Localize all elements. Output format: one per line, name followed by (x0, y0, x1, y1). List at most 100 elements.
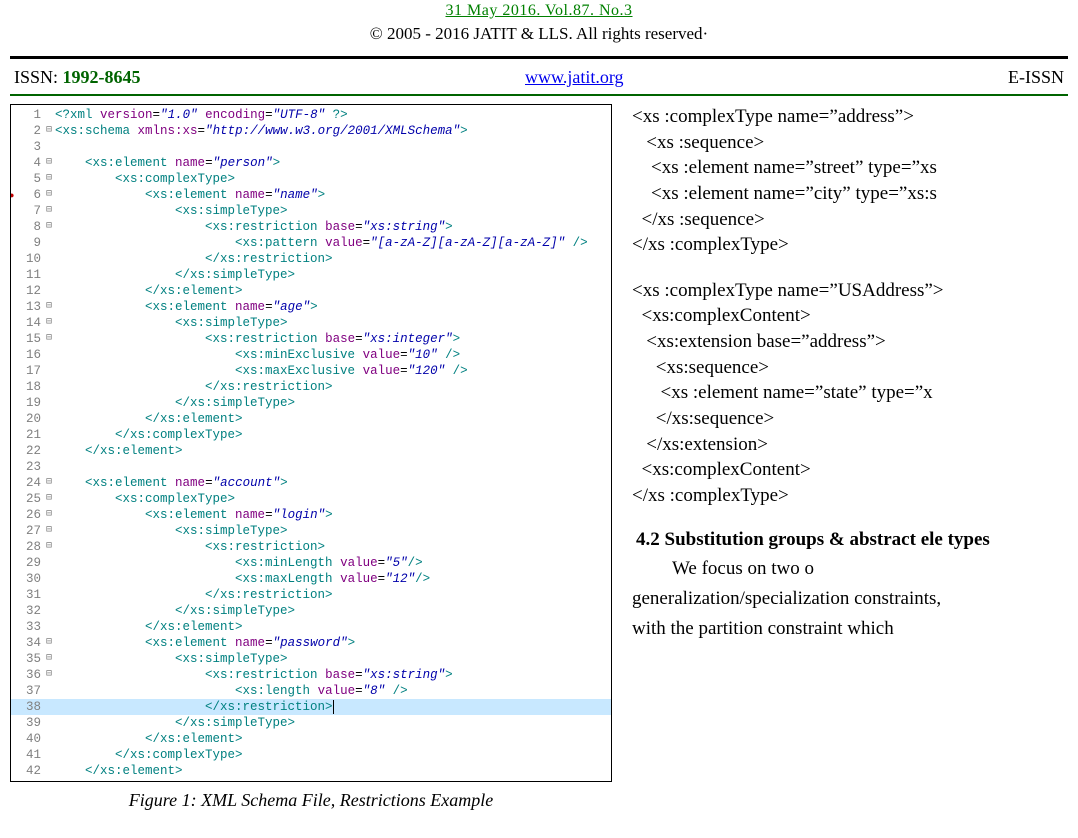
code-text: <xs:simpleType> (55, 523, 611, 539)
breakpoint-gutter[interactable] (11, 347, 19, 363)
code-text: </xs:element> (55, 731, 611, 747)
fold-toggle-icon[interactable]: ⊟ (43, 123, 55, 139)
breakpoint-gutter[interactable] (11, 155, 19, 171)
fold-toggle-icon[interactable]: ⊟ (43, 635, 55, 651)
breakpoint-gutter[interactable] (11, 203, 19, 219)
code-line: 39 </xs:simpleType> (11, 715, 611, 731)
jatit-link[interactable]: www.jatit.org (525, 67, 624, 88)
breakpoint-gutter[interactable] (11, 171, 19, 187)
code-line: 35⊟ <xs:simpleType> (11, 651, 611, 667)
fold-toggle-icon[interactable]: ⊟ (43, 299, 55, 315)
breakpoint-gutter[interactable] (11, 699, 19, 715)
fold-toggle-icon[interactable]: ⊟ (43, 507, 55, 523)
code-text: <xs:restriction> (55, 539, 611, 555)
xml-text-line: <xs:sequence> (632, 355, 1068, 381)
code-text: <xs:schema xmlns:xs="http://www.w3.org/2… (55, 123, 611, 139)
code-text: <xs:maxLength value="12"/> (55, 571, 611, 587)
code-text: </xs:element> (55, 763, 611, 779)
fold-toggle-icon[interactable]: ⊟ (43, 315, 55, 331)
breakpoint-gutter[interactable] (11, 507, 19, 523)
fold-toggle-icon (43, 555, 55, 571)
line-number: 20 (19, 411, 43, 427)
breakpoint-gutter[interactable] (11, 603, 19, 619)
breakpoint-gutter[interactable] (11, 651, 19, 667)
fold-toggle-icon[interactable]: ⊟ (43, 171, 55, 187)
line-number: 37 (19, 683, 43, 699)
code-text: </xs:restriction> (55, 251, 611, 267)
fold-toggle-icon[interactable]: ⊟ (43, 539, 55, 555)
fold-toggle-icon (43, 443, 55, 459)
xml-text-line: </xs :complexType> (632, 232, 1068, 258)
breakpoint-gutter[interactable] (11, 283, 19, 299)
breakpoint-gutter[interactable] (11, 619, 19, 635)
code-line: 22 </xs:element> (11, 443, 611, 459)
breakpoint-gutter[interactable] (11, 427, 19, 443)
breakpoint-gutter[interactable] (11, 747, 19, 763)
breakpoint-gutter[interactable] (11, 331, 19, 347)
line-number: 26 (19, 507, 43, 523)
breakpoint-gutter[interactable] (11, 235, 19, 251)
fold-toggle-icon[interactable]: ⊟ (43, 651, 55, 667)
fold-toggle-icon (43, 571, 55, 587)
line-number: 11 (19, 267, 43, 283)
breakpoint-gutter[interactable] (11, 731, 19, 747)
breakpoint-gutter[interactable] (11, 715, 19, 731)
fold-toggle-icon[interactable]: ⊟ (43, 203, 55, 219)
fold-toggle-icon[interactable]: ⊟ (43, 667, 55, 683)
issn-label: ISSN: (14, 67, 58, 87)
code-line: 11 </xs:simpleType> (11, 267, 611, 283)
breakpoint-gutter[interactable] (11, 491, 19, 507)
breakpoint-gutter[interactable] (11, 459, 19, 475)
line-number: 15 (19, 331, 43, 347)
breakpoint-gutter[interactable] (11, 571, 19, 587)
code-line: 16 <xs:minExclusive value="10" /> (11, 347, 611, 363)
code-text: <xs:simpleType> (55, 203, 611, 219)
code-text: </xs:complexType> (55, 747, 611, 763)
breakpoint-gutter[interactable] (11, 395, 19, 411)
breakpoint-gutter[interactable] (11, 411, 19, 427)
code-text: </xs:restriction> (55, 699, 611, 715)
fold-toggle-icon[interactable]: ⊟ (43, 331, 55, 347)
xml-text-line: <xs :complexType name=”address”> (632, 104, 1068, 130)
breakpoint-gutter[interactable] (11, 443, 19, 459)
figure-caption: Figure 1: XML Schema File, Restrictions … (10, 790, 612, 811)
breakpoint-gutter[interactable] (11, 379, 19, 395)
breakpoint-gutter[interactable] (11, 315, 19, 331)
code-text: </xs:restriction> (55, 379, 611, 395)
breakpoint-gutter[interactable] (11, 267, 19, 283)
issn-value: 1992-8645 (63, 67, 141, 87)
breakpoint-gutter[interactable] (11, 635, 19, 651)
breakpoint-gutter[interactable] (11, 363, 19, 379)
fold-toggle-icon[interactable]: ⊟ (43, 155, 55, 171)
code-text: <xs:element name="password"> (55, 635, 611, 651)
body-paragraph-line1: We focus on two o (632, 556, 1068, 582)
fold-toggle-icon[interactable]: ⊟ (43, 219, 55, 235)
breakpoint-gutter[interactable] (11, 555, 19, 571)
fold-toggle-icon (43, 619, 55, 635)
breakpoint-gutter[interactable] (11, 475, 19, 491)
breakpoint-gutter[interactable] (11, 587, 19, 603)
breakpoint-gutter[interactable] (11, 299, 19, 315)
breakpoint-gutter[interactable] (11, 683, 19, 699)
breakpoint-gutter[interactable] (11, 107, 19, 123)
fold-toggle-icon[interactable]: ⊟ (43, 187, 55, 203)
breakpoint-gutter[interactable] (11, 187, 19, 203)
code-text (55, 139, 611, 155)
line-number: 24 (19, 475, 43, 491)
body-paragraph-line3: with the partition constraint which (632, 616, 1068, 642)
fold-toggle-icon[interactable]: ⊟ (43, 523, 55, 539)
breakpoint-gutter[interactable] (11, 523, 19, 539)
breakpoint-gutter[interactable] (11, 667, 19, 683)
breakpoint-gutter[interactable] (11, 219, 19, 235)
breakpoint-gutter[interactable] (11, 139, 19, 155)
code-text (55, 459, 611, 475)
breakpoint-gutter[interactable] (11, 251, 19, 267)
breakpoint-gutter[interactable] (11, 763, 19, 779)
fold-toggle-icon[interactable]: ⊟ (43, 475, 55, 491)
breakpoint-gutter[interactable] (11, 539, 19, 555)
fold-toggle-icon (43, 283, 55, 299)
xml-text-line: <xs :element name=”state” type=”x (632, 380, 1068, 406)
breakpoint-gutter[interactable] (11, 123, 19, 139)
fold-toggle-icon[interactable]: ⊟ (43, 491, 55, 507)
line-number: 12 (19, 283, 43, 299)
